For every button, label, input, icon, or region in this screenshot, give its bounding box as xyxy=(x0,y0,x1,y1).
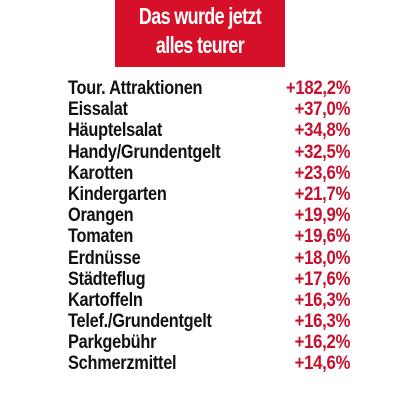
list-item: Häuptelsalat +34,8% xyxy=(68,120,350,141)
price-increase-list: Tour. Attraktionen +182,2% Eissalat +37,… xyxy=(68,78,350,375)
item-label: Erdnüsse xyxy=(68,247,141,269)
item-label: Häuptelsalat xyxy=(68,120,163,142)
title-line-2: alles teurer xyxy=(155,32,245,58)
list-item: Orangen +19,9% xyxy=(68,205,350,226)
item-label: Städteflug xyxy=(68,268,146,290)
item-value: +34,8% xyxy=(294,120,350,142)
item-value: +16,2% xyxy=(294,332,350,354)
item-label: Karotten xyxy=(68,162,134,184)
title-banner: Das wurde jetzt alles teurer xyxy=(115,0,285,67)
list-item: Telef./Grundentgelt +16,3% xyxy=(68,311,350,332)
item-value: +17,6% xyxy=(294,268,350,290)
list-item: Tomaten +19,6% xyxy=(68,226,350,247)
list-item: Kartoffeln +16,3% xyxy=(68,290,350,311)
item-label: Handy/Grundentgelt xyxy=(68,141,221,163)
list-item: Schmerzmittel +14,6% xyxy=(68,353,350,374)
item-value: +19,6% xyxy=(294,226,350,248)
list-item: Karotten +23,6% xyxy=(68,163,350,184)
item-label: Eissalat xyxy=(68,99,128,121)
item-value: +16,3% xyxy=(294,289,350,311)
item-value: +32,5% xyxy=(294,141,350,163)
item-value: +37,0% xyxy=(294,99,350,121)
item-label: Telef./Grundentgelt xyxy=(68,311,212,333)
list-item: Parkgebühr +16,2% xyxy=(68,332,350,353)
item-value: +14,6% xyxy=(294,353,350,375)
item-value: +19,9% xyxy=(294,205,350,227)
item-label: Kindergarten xyxy=(68,183,167,205)
list-item: Erdnüsse +18,0% xyxy=(68,248,350,269)
item-label: Tomaten xyxy=(68,226,134,248)
title-line-1: Das wurde jetzt xyxy=(138,3,262,29)
list-item: Kindergarten +21,7% xyxy=(68,184,350,205)
item-value: +16,3% xyxy=(294,311,350,333)
item-value: +18,0% xyxy=(294,247,350,269)
item-value: +23,6% xyxy=(294,162,350,184)
item-label: Parkgebühr xyxy=(68,332,157,354)
list-item: Städteflug +17,6% xyxy=(68,269,350,290)
list-item: Eissalat +37,0% xyxy=(68,99,350,120)
list-item: Handy/Grundentgelt +32,5% xyxy=(68,142,350,163)
item-value: +21,7% xyxy=(294,183,350,205)
item-label: Orangen xyxy=(68,205,134,227)
item-value: +182,2% xyxy=(285,78,350,99)
item-label: Kartoffeln xyxy=(68,289,143,311)
item-label: Tour. Attraktionen xyxy=(68,78,203,99)
list-item: Tour. Attraktionen +182,2% xyxy=(68,78,350,99)
item-label: Schmerzmittel xyxy=(68,353,177,375)
